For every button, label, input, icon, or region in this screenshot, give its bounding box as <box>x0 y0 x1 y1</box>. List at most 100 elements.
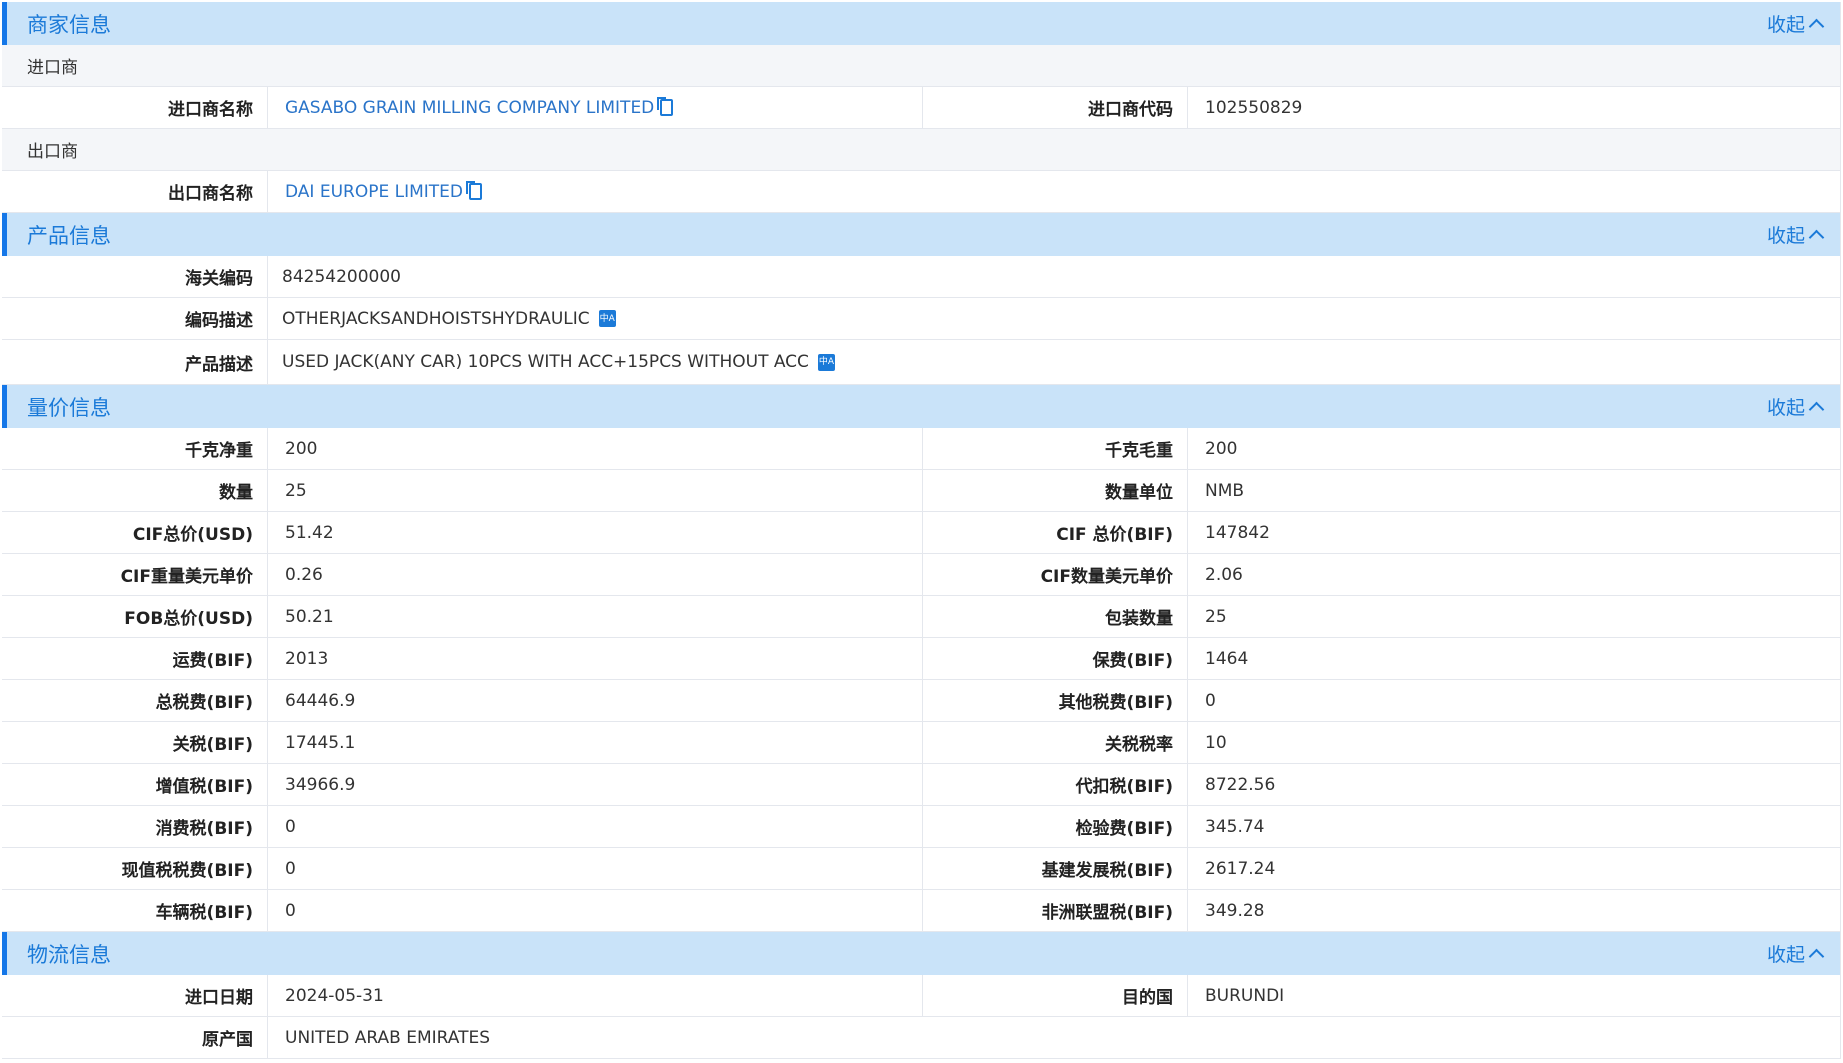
field-value-text: 84254200000 <box>282 266 401 287</box>
copy-icon[interactable] <box>466 181 482 200</box>
section-header-product: 产品信息 收起 <box>2 213 1840 256</box>
collapse-label: 收起 <box>1766 397 1805 419</box>
field-label: 海关编码 <box>2 256 268 297</box>
collapse-label: 收起 <box>1766 944 1805 966</box>
field-value: 2.06 <box>1205 564 1243 585</box>
field-label: CIF 总价(BIF) <box>923 512 1188 553</box>
chevron-up-icon <box>1808 18 1825 35</box>
translate-icon[interactable]: 中A <box>817 353 835 371</box>
field-label: 基建发展税(BIF) <box>923 848 1188 889</box>
field-value: 2617.24 <box>1205 858 1276 879</box>
table-row: FOB总价(USD) 50.21 包装数量 25 <box>2 596 1840 638</box>
importer-name-link[interactable]: GASABO GRAIN MILLING COMPANY LIMITED <box>285 97 655 118</box>
table-row: CIF重量美元单价 0.26 CIF数量美元单价 2.06 <box>2 554 1840 596</box>
field-label: 关税(BIF) <box>2 722 268 763</box>
field-label: 包装数量 <box>923 596 1188 637</box>
importer-subheading: 进口商 <box>2 45 1840 87</box>
field-label: 车辆税(BIF) <box>2 890 268 931</box>
field-label: CIF重量美元单价 <box>2 554 268 595</box>
collapse-label: 收起 <box>1766 14 1805 36</box>
collapse-button[interactable]: 收起 <box>1766 10 1825 37</box>
field-value: 102550829 <box>1205 97 1303 118</box>
copy-icon[interactable] <box>657 97 674 116</box>
field-label: 千克净重 <box>2 428 268 469</box>
table-row: 消费税(BIF) 0 检验费(BIF) 345.74 <box>2 806 1840 848</box>
field-value-text: OTHERJACKSANDHOISTSHYDRAULIC <box>282 308 590 329</box>
collapse-label: 收起 <box>1766 225 1805 247</box>
field-value: 8722.56 <box>1205 774 1276 795</box>
field-label: 代扣税(BIF) <box>923 764 1188 805</box>
table-row: 车辆税(BIF) 0 非洲联盟税(BIF) 349.28 <box>2 890 1840 932</box>
collapse-button[interactable]: 收起 <box>1766 940 1825 967</box>
field-label: 数量单位 <box>923 470 1188 511</box>
field-label: 关税税率 <box>923 722 1188 763</box>
chevron-up-icon <box>1808 401 1825 418</box>
exporter-subheading: 出口商 <box>2 129 1840 171</box>
table-row: 出口商名称 DAI EUROPE LIMITED <box>2 171 1840 213</box>
table-row: 进口日期 2024-05-31 目的国 BURUNDI <box>2 975 1840 1017</box>
field-label: CIF总价(USD) <box>2 512 268 553</box>
collapse-button[interactable]: 收起 <box>1766 221 1825 248</box>
field-value: 2013 <box>268 638 923 679</box>
table-row: 产品描述 USED JACK(ANY CAR) 10PCS WITH ACC+15… <box>2 340 1840 385</box>
table-row: CIF总价(USD) 51.42 CIF 总价(BIF) 147842 <box>2 512 1840 554</box>
table-row: 海关编码 84254200000 <box>2 256 1840 298</box>
field-value: OTHERJACKSANDHOISTSHYDRAULIC 中A <box>268 298 1840 339</box>
table-row: 进口商名称 GASABO GRAIN MILLING COMPANY LIMIT… <box>2 87 1840 129</box>
field-value: 64446.9 <box>268 680 923 721</box>
field-label: 进口商名称 <box>2 87 268 128</box>
field-value: GASABO GRAIN MILLING COMPANY LIMITED <box>268 87 923 128</box>
field-value: 0 <box>1205 690 1216 711</box>
field-label: 运费(BIF) <box>2 638 268 679</box>
translate-icon[interactable]: 中A <box>598 310 616 327</box>
field-value-text: USED JACK(ANY CAR) 10PCS WITH ACC+15PCS … <box>282 352 809 372</box>
table-row: 现值税税费(BIF) 0 基建发展税(BIF) 2617.24 <box>2 848 1840 890</box>
field-value: 17445.1 <box>268 722 923 763</box>
field-label: 消费税(BIF) <box>2 806 268 847</box>
section-title: 产品信息 <box>27 223 111 248</box>
chevron-up-icon <box>1808 229 1825 246</box>
field-value: 0 <box>268 806 923 847</box>
field-value: USED JACK(ANY CAR) 10PCS WITH ACC+15PCS … <box>268 340 1840 384</box>
field-value: DAI EUROPE LIMITED <box>268 171 1840 212</box>
field-value: 0.26 <box>268 554 923 595</box>
field-value: 50.21 <box>268 596 923 637</box>
field-value: 0 <box>268 890 923 931</box>
field-value: 349.28 <box>1205 900 1265 921</box>
field-value: NMB <box>1205 480 1245 501</box>
table-row: 数量 25 数量单位 NMB <box>2 470 1840 512</box>
table-row: 编码描述 OTHERJACKSANDHOISTSHYDRAULIC 中A <box>2 298 1840 340</box>
field-value: UNITED ARAB EMIRATES <box>285 1027 491 1048</box>
field-value: 147842 <box>1205 522 1270 543</box>
section-title: 商家信息 <box>27 12 111 37</box>
field-value: 345.74 <box>1205 816 1265 837</box>
table-row: 千克净重 200 千克毛重 200 <box>2 428 1840 470</box>
field-label: 现值税税费(BIF) <box>2 848 268 889</box>
field-label: 编码描述 <box>2 298 268 339</box>
table-row: 运费(BIF) 2013 保费(BIF) 1464 <box>2 638 1840 680</box>
field-value: 200 <box>268 428 923 469</box>
field-value: 34966.9 <box>268 764 923 805</box>
field-label: 千克毛重 <box>923 428 1188 469</box>
field-label: 产品描述 <box>2 340 268 384</box>
field-value: 2024-05-31 <box>268 975 923 1016</box>
field-label: 出口商名称 <box>2 171 268 212</box>
field-label: 进口日期 <box>2 975 268 1016</box>
collapse-button[interactable]: 收起 <box>1766 393 1825 420</box>
table-row: 总税费(BIF) 64446.9 其他税费(BIF) 0 <box>2 680 1840 722</box>
field-value: 1464 <box>1205 648 1249 669</box>
table-row: 原产国 UNITED ARAB EMIRATES <box>2 1017 1840 1059</box>
field-label: 增值税(BIF) <box>2 764 268 805</box>
exporter-name-link[interactable]: DAI EUROPE LIMITED <box>285 181 463 202</box>
section-header-logistics: 物流信息 收起 <box>2 932 1840 975</box>
field-value: 25 <box>1205 606 1227 627</box>
field-label: FOB总价(USD) <box>2 596 268 637</box>
field-label: 目的国 <box>923 975 1188 1016</box>
table-row: 关税(BIF) 17445.1 关税税率 10 <box>2 722 1840 764</box>
field-label: 进口商代码 <box>923 87 1188 128</box>
chevron-up-icon <box>1808 948 1825 965</box>
field-label: 非洲联盟税(BIF) <box>923 890 1188 931</box>
field-value: 10 <box>1205 732 1227 753</box>
field-label: 检验费(BIF) <box>923 806 1188 847</box>
